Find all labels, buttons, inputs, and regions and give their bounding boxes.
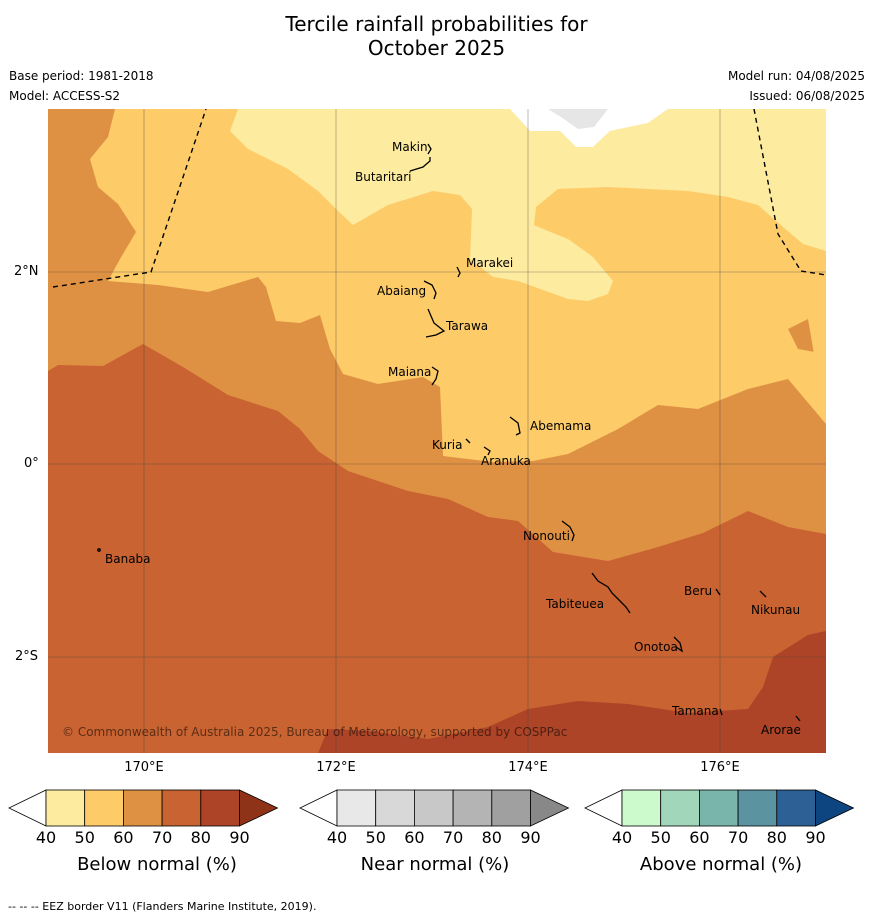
- colorbar-swatch: [737, 789, 778, 827]
- colorbar-swatch: [452, 789, 493, 827]
- label-nikunau: Nikunau: [751, 603, 800, 617]
- colorbar-tick-label: 90: [229, 828, 249, 846]
- colorbar-tick-label: 90: [520, 828, 540, 846]
- label-arorae: Arorae: [761, 723, 801, 737]
- colorbar-swatch: [375, 789, 415, 827]
- zone-near-gray: [548, 109, 608, 129]
- base-period: Base period: 1981-2018: [9, 69, 154, 83]
- title-line-1: Tercile rainfall probabilities for: [285, 12, 588, 36]
- colorbar-extend-low: [8, 789, 47, 827]
- colorbar-tick-label: 60: [113, 828, 133, 846]
- colorbar-above-normal: 40 50 60 70 80 90: [584, 789, 855, 846]
- zone-near-40-50: [510, 109, 668, 147]
- colorbar-below-normal: 40 50 60 70 80 90: [8, 789, 279, 846]
- label-marakei: Marakei: [466, 256, 513, 270]
- colorbar-extend-high: [239, 789, 279, 827]
- model-name: Model: ACCESS-S2: [9, 89, 121, 103]
- label-abaiang: Abaiang: [377, 284, 426, 298]
- label-onotoa: Onotoa: [634, 640, 678, 654]
- issued-date: Issued: 06/08/2025: [749, 89, 865, 103]
- colorbar-tick-label: 80: [191, 828, 211, 846]
- colorbar-tick-label: 40: [327, 828, 347, 846]
- colorbar-swatch: [123, 789, 163, 827]
- colorbar-tick-label: 80: [482, 828, 502, 846]
- colorbar-tick-label: 50: [651, 828, 671, 846]
- colorbar-label-near: Near normal (%): [360, 854, 510, 875]
- colorbar-swatch: [776, 789, 816, 827]
- colorbar-swatch: [336, 789, 377, 827]
- colorbar-tick-label: 50: [75, 828, 95, 846]
- meta-right: Model run: 04/08/2025 Issued: 06/08/2025: [728, 66, 865, 106]
- colorbar-extend-high: [815, 789, 855, 827]
- place-labels: Makin Butaritari Marakei Abaiang Tarawa …: [105, 140, 801, 737]
- colorbar-swatch: [699, 789, 739, 827]
- label-aranuka: Aranuka: [481, 454, 531, 468]
- map-title: Tercile rainfall probabilities for Octob…: [0, 12, 873, 60]
- colorbar-swatch: [161, 789, 202, 827]
- label-makin: Makin: [392, 140, 428, 154]
- model-run: Model run: 04/08/2025: [727, 69, 865, 83]
- label-beru: Beru: [684, 584, 712, 598]
- colorbar-swatch: [200, 789, 240, 827]
- colorbar-extend-low: [584, 789, 623, 827]
- colorbar-tick-label: 60: [404, 828, 424, 846]
- eez-border: [52, 109, 826, 288]
- label-nonouti: Nonouti: [523, 529, 570, 543]
- label-kuria: Kuria: [432, 438, 463, 452]
- label-banaba: Banaba: [105, 552, 151, 566]
- colorbar-extend-low: [299, 789, 338, 827]
- colorbar-label-above: Above normal (%): [639, 854, 803, 875]
- graticule: [48, 109, 826, 753]
- colorbar-label-below: Below normal (%): [77, 854, 237, 875]
- colorbar-tick-label: 80: [767, 828, 787, 846]
- label-tabiteuea: Tabiteuea: [545, 597, 604, 611]
- island-outlines: [97, 143, 801, 722]
- colorbar-extend-high: [530, 789, 570, 827]
- lon-label-176e: 176°E: [700, 760, 740, 775]
- colorbar-swatch: [660, 789, 700, 827]
- copyright-notice: © Commonwealth of Australia 2025, Bureau…: [62, 725, 567, 739]
- colorbar-swatch: [491, 789, 531, 827]
- probability-map: Makin Butaritari Marakei Abaiang Tarawa …: [48, 109, 826, 753]
- colorbar-tick-label: 40: [612, 828, 632, 846]
- footnote: -- -- -- EEZ border V11 (Flanders Marine…: [8, 900, 317, 913]
- colorbar-tick-label: 60: [689, 828, 709, 846]
- title-line-2: October 2025: [367, 36, 506, 60]
- label-abemama: Abemama: [530, 419, 591, 433]
- colorbar-tick-label: 70: [152, 828, 172, 846]
- lon-label-170e: 170°E: [124, 760, 164, 775]
- lon-label-174e: 174°E: [508, 760, 548, 775]
- label-tarawa: Tarawa: [445, 319, 488, 333]
- colorbar-tick-label: 70: [443, 828, 463, 846]
- colorbar-swatch: [621, 789, 662, 827]
- lon-label-172e: 172°E: [316, 760, 356, 775]
- lat-label-2n: 2°N: [14, 264, 39, 279]
- lat-label-0: 0°: [24, 456, 39, 471]
- label-tamana: Tamana: [671, 704, 719, 718]
- meta-left: Base period: 1981-2018 Model: ACCESS-S2: [9, 66, 154, 106]
- colorbar-tick-label: 40: [36, 828, 56, 846]
- colorbar-swatch: [45, 789, 86, 827]
- colorbar-tick-label: 50: [366, 828, 386, 846]
- label-butaritari: Butaritari: [355, 170, 412, 184]
- zone-below-80-90: [318, 631, 826, 753]
- colorbar-swatch: [414, 789, 454, 827]
- colorbar-swatch: [84, 789, 124, 827]
- lat-label-2s: 2°S: [15, 649, 39, 664]
- colorbar-tick-label: 90: [805, 828, 825, 846]
- zone-below-50-60: [90, 109, 826, 462]
- label-maiana: Maiana: [388, 365, 431, 379]
- colorbar-tick-label: 70: [728, 828, 748, 846]
- colorbar-near-normal: 40 50 60 70 80 90: [299, 789, 570, 846]
